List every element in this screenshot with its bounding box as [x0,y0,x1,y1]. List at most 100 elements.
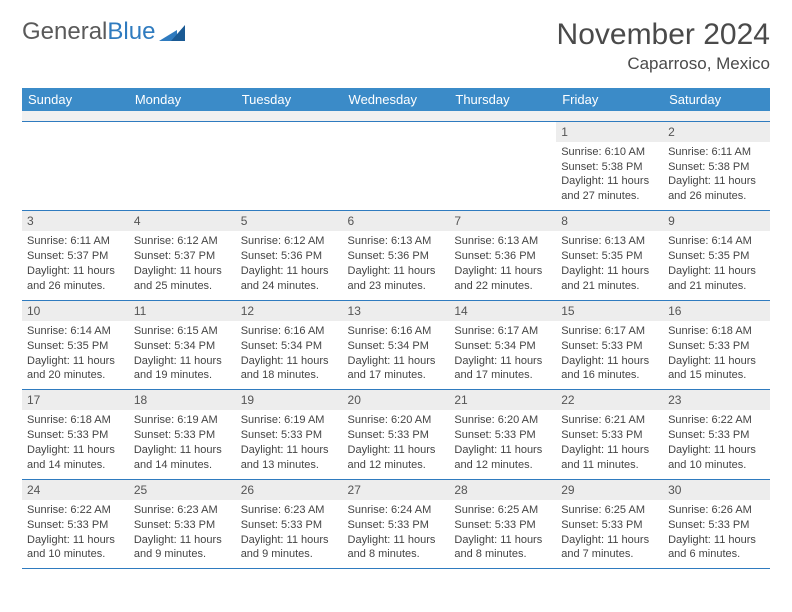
sunrise-text: Sunrise: 6:25 AM [561,503,658,518]
dl1-text: Daylight: 11 hours [241,264,338,279]
day-cell: 1Sunrise: 6:10 AMSunset: 5:38 PMDaylight… [556,121,663,211]
sunset-text: Sunset: 5:33 PM [27,518,124,533]
sunrise-text: Sunrise: 6:26 AM [668,503,765,518]
sunset-text: Sunset: 5:33 PM [348,518,445,533]
dl2-text: and 26 minutes. [668,189,765,204]
sunrise-text: Sunrise: 6:12 AM [134,234,231,249]
location: Caparroso, Mexico [557,54,770,74]
spacer-row [22,111,770,121]
day-cell: 3Sunrise: 6:11 AMSunset: 5:37 PMDaylight… [22,211,129,301]
sunrise-text: Sunrise: 6:19 AM [134,413,231,428]
dl2-text: and 11 minutes. [561,458,658,473]
dl2-text: and 12 minutes. [348,458,445,473]
sunrise-text: Sunrise: 6:18 AM [668,324,765,339]
sunset-text: Sunset: 5:33 PM [668,339,765,354]
day-cell: 14Sunrise: 6:17 AMSunset: 5:34 PMDayligh… [449,300,556,390]
dl2-text: and 9 minutes. [134,547,231,562]
day-number: 2 [663,122,770,142]
dl2-text: and 13 minutes. [241,458,338,473]
dl1-text: Daylight: 11 hours [668,264,765,279]
dl2-text: and 7 minutes. [561,547,658,562]
dl2-text: and 26 minutes. [27,279,124,294]
dl1-text: Daylight: 11 hours [561,264,658,279]
day-number: 7 [449,211,556,231]
day-cell [129,121,236,211]
dl1-text: Daylight: 11 hours [454,264,551,279]
day-cell: 15Sunrise: 6:17 AMSunset: 5:33 PMDayligh… [556,300,663,390]
day-cell: 10Sunrise: 6:14 AMSunset: 5:35 PMDayligh… [22,300,129,390]
weekday-header: Wednesday [343,88,450,111]
dl1-text: Daylight: 11 hours [348,533,445,548]
day-number: 29 [556,480,663,500]
sunset-text: Sunset: 5:34 PM [134,339,231,354]
weekday-header-row: Sunday Monday Tuesday Wednesday Thursday… [22,88,770,111]
sunrise-text: Sunrise: 6:17 AM [454,324,551,339]
day-cell: 30Sunrise: 6:26 AMSunset: 5:33 PMDayligh… [663,479,770,569]
sunrise-text: Sunrise: 6:22 AM [27,503,124,518]
weekday-header: Tuesday [236,88,343,111]
month-title: November 2024 [557,18,770,52]
day-cell: 27Sunrise: 6:24 AMSunset: 5:33 PMDayligh… [343,479,450,569]
sunrise-text: Sunrise: 6:11 AM [668,145,765,160]
sunset-text: Sunset: 5:38 PM [561,160,658,175]
day-number: 4 [129,211,236,231]
dl1-text: Daylight: 11 hours [134,443,231,458]
day-number: 19 [236,390,343,410]
sunrise-text: Sunrise: 6:13 AM [348,234,445,249]
day-number: 16 [663,301,770,321]
day-number: 6 [343,211,450,231]
day-number: 26 [236,480,343,500]
dl1-text: Daylight: 11 hours [348,354,445,369]
header: GeneralBlue November 2024 Caparroso, Mex… [22,18,770,74]
week-row: 17Sunrise: 6:18 AMSunset: 5:33 PMDayligh… [22,390,770,480]
dl2-text: and 17 minutes. [348,368,445,383]
weekday-header: Sunday [22,88,129,111]
sunset-text: Sunset: 5:36 PM [241,249,338,264]
sunrise-text: Sunrise: 6:11 AM [27,234,124,249]
dl2-text: and 25 minutes. [134,279,231,294]
day-cell: 21Sunrise: 6:20 AMSunset: 5:33 PMDayligh… [449,390,556,480]
sunset-text: Sunset: 5:35 PM [668,249,765,264]
sunset-text: Sunset: 5:33 PM [134,518,231,533]
sunrise-text: Sunrise: 6:23 AM [241,503,338,518]
spacer-cell [22,111,770,121]
sunrise-text: Sunrise: 6:25 AM [454,503,551,518]
dl2-text: and 20 minutes. [27,368,124,383]
dl1-text: Daylight: 11 hours [668,354,765,369]
calendar-table: Sunday Monday Tuesday Wednesday Thursday… [22,88,770,569]
dl1-text: Daylight: 11 hours [348,443,445,458]
dl2-text: and 12 minutes. [454,458,551,473]
day-cell [449,121,556,211]
day-number: 12 [236,301,343,321]
day-cell: 12Sunrise: 6:16 AMSunset: 5:34 PMDayligh… [236,300,343,390]
weekday-header: Friday [556,88,663,111]
sunset-text: Sunset: 5:35 PM [27,339,124,354]
sunset-text: Sunset: 5:33 PM [241,518,338,533]
sunset-text: Sunset: 5:33 PM [27,428,124,443]
sunrise-text: Sunrise: 6:12 AM [241,234,338,249]
dl1-text: Daylight: 11 hours [561,533,658,548]
weekday-header: Thursday [449,88,556,111]
dl2-text: and 19 minutes. [134,368,231,383]
dl2-text: and 18 minutes. [241,368,338,383]
day-cell [22,121,129,211]
day-number: 24 [22,480,129,500]
dl1-text: Daylight: 11 hours [348,264,445,279]
dl2-text: and 21 minutes. [561,279,658,294]
sunrise-text: Sunrise: 6:20 AM [454,413,551,428]
day-cell: 2Sunrise: 6:11 AMSunset: 5:38 PMDaylight… [663,121,770,211]
week-row: 1Sunrise: 6:10 AMSunset: 5:38 PMDaylight… [22,121,770,211]
day-number: 3 [22,211,129,231]
dl1-text: Daylight: 11 hours [27,443,124,458]
day-cell: 29Sunrise: 6:25 AMSunset: 5:33 PMDayligh… [556,479,663,569]
day-cell: 22Sunrise: 6:21 AMSunset: 5:33 PMDayligh… [556,390,663,480]
dl1-text: Daylight: 11 hours [241,354,338,369]
sunrise-text: Sunrise: 6:23 AM [134,503,231,518]
sunset-text: Sunset: 5:34 PM [348,339,445,354]
day-cell [343,121,450,211]
dl1-text: Daylight: 11 hours [134,264,231,279]
dl1-text: Daylight: 11 hours [241,533,338,548]
logo: GeneralBlue [22,18,185,46]
title-block: November 2024 Caparroso, Mexico [557,18,770,74]
day-number: 9 [663,211,770,231]
